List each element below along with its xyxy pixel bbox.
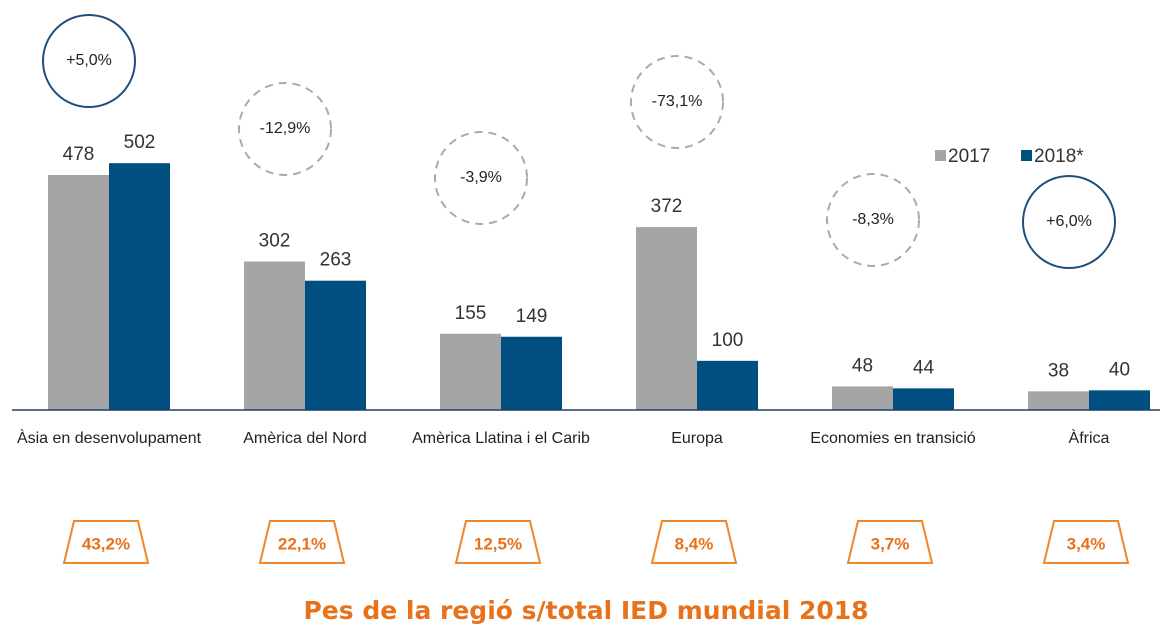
legend-label: 2018* — [1034, 146, 1084, 167]
share-label: 3,4% — [1067, 534, 1106, 553]
x-tick-label: Europa — [671, 430, 723, 447]
change-circle — [1022, 175, 1116, 269]
value-label: 40 — [1109, 359, 1130, 380]
share-box — [62, 520, 150, 564]
change-circle — [630, 55, 724, 149]
share-box — [650, 520, 738, 564]
x-tick-label: Amèrica Llatina i el Carib — [412, 430, 590, 447]
x-tick-label: Àfrica — [1068, 430, 1110, 447]
share-box — [846, 520, 934, 564]
x-tick-label: Àsia en desenvolupament — [16, 430, 202, 447]
value-label: 38 — [1048, 360, 1069, 381]
share-label: 3,7% — [871, 534, 910, 553]
change-circle — [42, 14, 136, 108]
share-box — [454, 520, 542, 564]
change-label: -12,9% — [260, 120, 311, 137]
change-circle — [434, 131, 528, 225]
bar — [832, 386, 893, 410]
bar — [893, 388, 954, 410]
bar — [501, 336, 562, 410]
bar — [1028, 391, 1089, 410]
change-label: +5,0% — [66, 52, 112, 69]
legend-swatch — [935, 150, 946, 161]
share-label: 22,1% — [278, 534, 326, 553]
share-box — [1042, 520, 1130, 564]
share-box — [258, 520, 346, 564]
change-circle — [238, 82, 332, 176]
share-title: Pes de la regió s/total IED mundial 2018 — [303, 596, 868, 625]
change-label: -8,3% — [852, 211, 894, 228]
change-label: -3,9% — [460, 169, 502, 186]
value-label: 302 — [259, 231, 291, 252]
value-label: 372 — [651, 196, 683, 217]
value-label: 100 — [712, 330, 744, 351]
value-label: 263 — [320, 250, 352, 271]
change-label: -73,1% — [652, 93, 703, 110]
legend-label: 2017 — [948, 146, 990, 167]
bar — [697, 360, 758, 410]
bar — [1089, 390, 1150, 410]
bar — [48, 174, 109, 410]
value-label: 478 — [63, 144, 95, 165]
bar — [109, 163, 170, 410]
x-tick-label: Amèrica del Nord — [243, 430, 367, 447]
value-label: 155 — [455, 303, 487, 324]
x-tick-label: Economies en transició — [810, 430, 976, 447]
legend-swatch — [1021, 150, 1032, 161]
value-label: 48 — [852, 355, 873, 376]
bar — [636, 227, 697, 410]
bar — [244, 261, 305, 410]
bar — [305, 280, 366, 410]
change-circle — [826, 173, 920, 267]
share-label: 43,2% — [82, 534, 130, 553]
value-label: 502 — [124, 132, 156, 153]
share-label: 8,4% — [675, 534, 714, 553]
share-label: 12,5% — [474, 534, 522, 553]
value-label: 44 — [913, 357, 935, 378]
value-label: 149 — [516, 306, 548, 327]
bar — [440, 333, 501, 410]
change-label: +6,0% — [1046, 213, 1092, 230]
